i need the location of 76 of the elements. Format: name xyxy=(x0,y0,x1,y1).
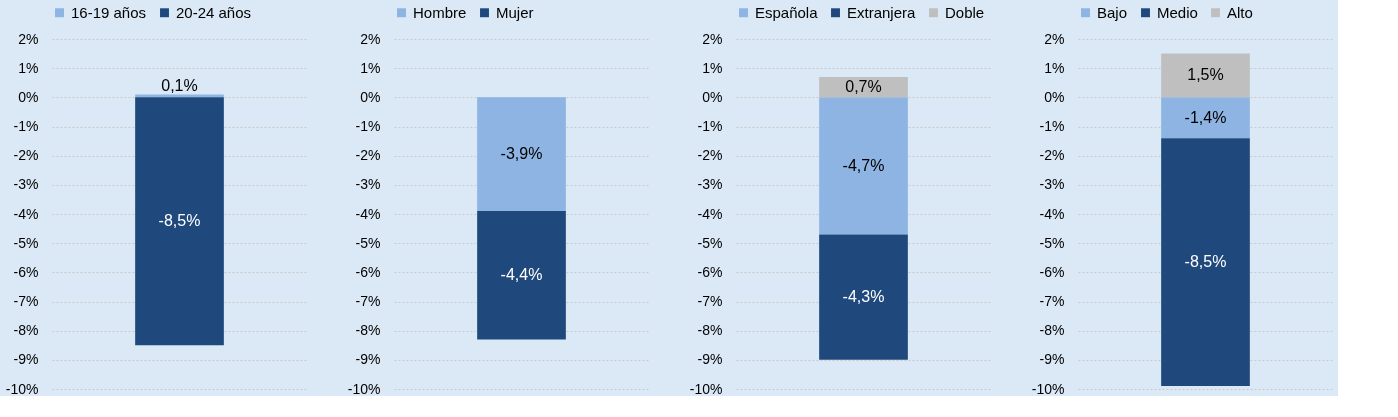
y-tick-label: -4% xyxy=(13,205,39,222)
y-tick-label: -7% xyxy=(355,293,381,309)
y-tick-label: -6% xyxy=(13,263,39,280)
y-tick-label: -5% xyxy=(355,234,381,251)
legend-label: Bajo xyxy=(1097,3,1128,21)
y-tick-label: -2% xyxy=(355,147,381,164)
y-tick-label: -3% xyxy=(697,176,723,193)
data-label: -4,4% xyxy=(500,266,543,284)
y-tick-label: 1% xyxy=(702,59,723,76)
y-tick-label: -10% xyxy=(1031,380,1065,397)
y-tick-label: -5% xyxy=(697,234,723,251)
y-tick-label: -7% xyxy=(697,293,723,309)
y-tick-label: -10% xyxy=(689,380,723,397)
y-tick-label: -5% xyxy=(1039,234,1065,251)
data-label: -8,5% xyxy=(158,212,201,230)
y-tick-label: -9% xyxy=(13,351,39,368)
y-tick-label: -5% xyxy=(13,234,39,251)
y-tick-label: 1% xyxy=(360,59,381,76)
bar xyxy=(819,234,908,360)
data-label: -1,4% xyxy=(1184,108,1227,126)
y-tick-label: -9% xyxy=(355,351,381,368)
y-tick-label: -2% xyxy=(1039,147,1065,164)
legend-label: Hombre xyxy=(413,3,467,21)
y-tick-label: -10% xyxy=(5,380,39,397)
data-label: -4,7% xyxy=(842,156,885,174)
y-tick-label: 0% xyxy=(1044,88,1065,105)
data-label: 0,7% xyxy=(845,78,882,96)
data-label: 1,5% xyxy=(1187,66,1224,84)
legend-label: Extranjera xyxy=(847,3,917,21)
legend-label: Mujer xyxy=(496,3,534,21)
y-tick-label: -9% xyxy=(1039,351,1065,368)
y-tick-label: -1% xyxy=(355,118,381,134)
y-tick-label: -7% xyxy=(13,293,39,309)
y-tick-label: 1% xyxy=(18,59,39,76)
data-label: -3,9% xyxy=(500,145,543,163)
legend-label: 16-19 años xyxy=(71,3,147,21)
y-tick-label: -1% xyxy=(697,118,723,134)
y-tick-label: -6% xyxy=(355,263,381,280)
y-tick-label: 2% xyxy=(1044,30,1065,47)
y-tick-label: 0% xyxy=(702,88,723,105)
y-tick-label: 0% xyxy=(18,88,39,105)
y-tick-label: -4% xyxy=(355,205,381,222)
data-label: -8,5% xyxy=(1184,253,1227,271)
y-tick-label: -6% xyxy=(1039,263,1065,280)
y-tick-label: -8% xyxy=(355,322,381,339)
data-label: -4,3% xyxy=(842,288,885,306)
y-tick-label: 2% xyxy=(702,30,723,47)
bar xyxy=(1161,97,1250,139)
legend-label: Alto xyxy=(1227,3,1253,21)
y-tick-label: 0% xyxy=(360,88,381,105)
y-tick-label: -3% xyxy=(1039,176,1065,193)
bar xyxy=(819,97,908,235)
y-tick-label: 1% xyxy=(1044,59,1065,76)
y-tick-label: -8% xyxy=(1039,322,1065,339)
legend-label: Doble xyxy=(945,3,985,21)
y-tick-label: -8% xyxy=(697,322,723,339)
y-tick-label: -8% xyxy=(13,322,39,339)
y-tick-label: -1% xyxy=(1039,118,1065,134)
y-tick-label: 2% xyxy=(360,30,381,47)
y-tick-label: -6% xyxy=(697,263,723,280)
legend-label: Medio xyxy=(1157,3,1198,21)
y-tick-label: -1% xyxy=(13,118,39,134)
legend-label: Española xyxy=(755,3,819,21)
bar xyxy=(1161,138,1250,387)
y-tick-label: -3% xyxy=(13,176,39,193)
y-tick-label: -4% xyxy=(697,205,723,222)
y-tick-label: -10% xyxy=(347,380,381,397)
y-tick-label: -7% xyxy=(1039,293,1065,309)
y-tick-label: -3% xyxy=(355,176,381,193)
y-tick-label: -9% xyxy=(697,351,723,368)
y-tick-label: -2% xyxy=(697,147,723,164)
data-label: 0,1% xyxy=(161,77,198,95)
legend-label: 20-24 años xyxy=(176,3,252,21)
y-tick-label: -4% xyxy=(1039,205,1065,222)
y-tick-label: 2% xyxy=(18,30,39,47)
y-tick-label: -2% xyxy=(13,147,39,164)
